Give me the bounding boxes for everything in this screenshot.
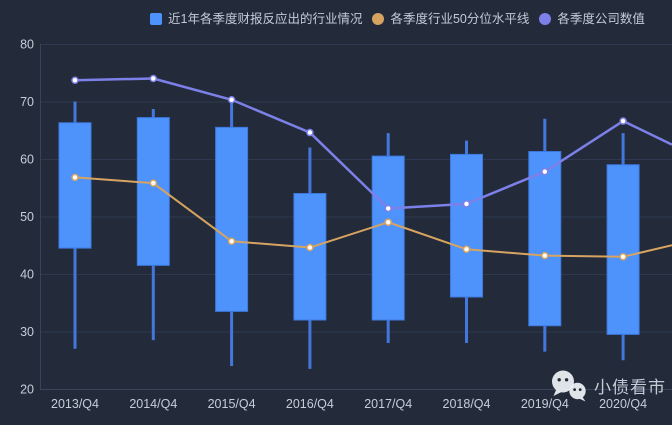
candle-body [450,153,483,298]
legend-item-industry-range[interactable]: 近1年各季度财报反应出的行业情况 [150,10,362,28]
x-axis-tick-label: 2017/Q4 [364,397,412,411]
company-line-point-2018-q4[interactable] [462,200,471,208]
candle-body [606,164,640,335]
company-line-point-2019-q4[interactable] [541,167,549,176]
percentile-line-point-2020-q4[interactable] [619,253,627,261]
percentile-line-point-2015-q4[interactable] [227,237,236,245]
candle-body [293,193,327,321]
y-axis-tick-label: 30 [20,325,34,339]
x-axis-tick-label: 2019/Q4 [521,397,569,411]
x-axis-tick-label: 2016/Q4 [286,397,334,411]
x-axis-tick-label: 2015/Q4 [208,397,256,411]
candle-2019-q4[interactable] [528,118,562,352]
y-axis-tick-label: 70 [20,95,34,109]
candle-2017-q4[interactable] [371,133,405,343]
x-axis-tick-label: 2018/Q4 [443,397,491,411]
x-axis-tick-label: 2014/Q4 [129,397,177,411]
company-line-point-2017-q4[interactable] [384,204,392,213]
company-line-marker-icon [539,13,552,25]
x-axis-tick-label: 2013/Q4 [51,397,99,411]
y-axis-tick-label: 40 [20,268,34,282]
percentile-line-point-2018-q4[interactable] [462,245,471,254]
company-line-point-2014-q4[interactable] [149,74,158,83]
percentile-line-point-2017-q4[interactable] [384,218,392,226]
candlestick-series-marker-icon [150,13,162,25]
legend-item-50th-percentile[interactable]: 各季度行业50分位水平线 [372,10,529,28]
y-axis-tick-label: 60 [20,153,34,167]
legend-item-label: 各季度行业50分位水平线 [390,12,530,26]
x-axis-tick-label: 2020/Q4 [599,397,647,411]
y-axis-tick-label: 80 [20,38,34,52]
company-line-point-2013-q4[interactable] [71,76,79,84]
percentile-line-point-2016-q4[interactable] [306,243,314,252]
y-axis-tick-label: 20 [20,383,34,397]
percentile-line-point-2013-q4[interactable] [71,173,79,182]
percentile-line-point-2019-q4[interactable] [541,251,549,260]
candle-2014-q4[interactable] [136,108,170,341]
legend-item-company-value[interactable]: 各季度公司数值 [539,10,645,28]
candle-2016-q4[interactable] [293,147,327,369]
candle-2018-q4[interactable] [450,140,483,343]
company-line-point-2015-q4[interactable] [227,96,236,104]
candle-body [371,155,405,321]
percentile-line-marker-icon [372,13,385,25]
candle-2020-q4[interactable] [606,133,640,361]
legend-item-label: 各季度公司数值 [557,12,645,26]
company-line-point-2016-q4[interactable] [306,128,314,137]
candle-2013-q4[interactable] [58,101,92,349]
candle-body [58,122,92,249]
candle-body [215,126,249,312]
company-line-point-2020-q4[interactable] [619,117,627,125]
y-axis-tick-label: 50 [20,210,34,224]
legend: 近1年各季度财报反应出的行业情况 各季度行业50分位水平线 各季度公司数值 [150,10,645,28]
percentile-line-point-2014-q4[interactable] [149,179,158,187]
legend-item-label: 近1年各季度财报反应出的行业情况 [168,12,363,26]
candle-2015-q4[interactable] [215,101,249,367]
candle-body [528,151,562,327]
